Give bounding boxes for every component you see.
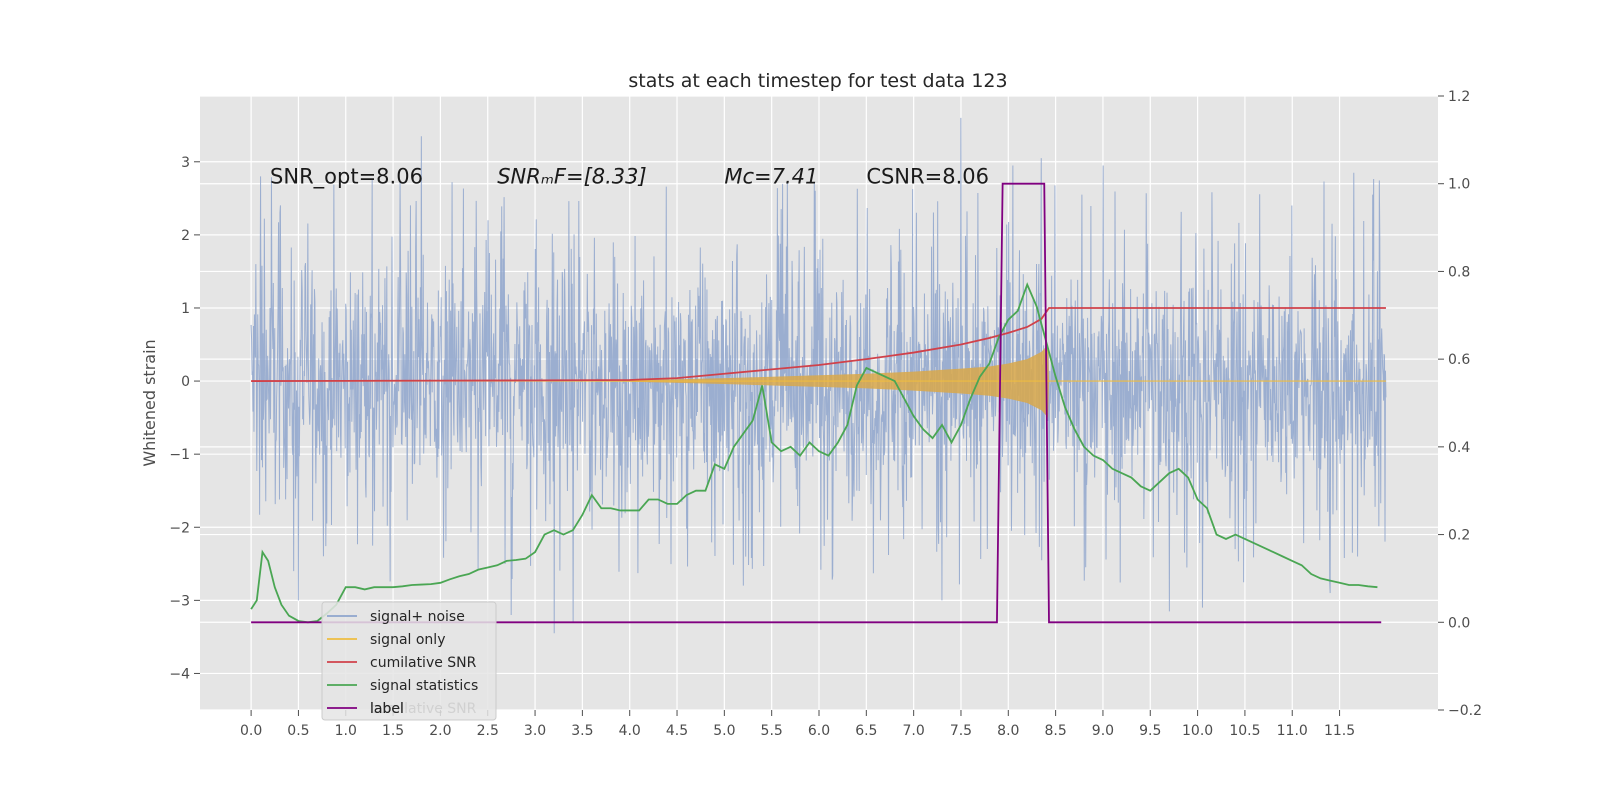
x-tick-label-17: 8.5 (1044, 723, 1066, 739)
line-series (250, 182, 1386, 624)
y-right-tick-label-7: −0.2 (1448, 703, 1482, 719)
annotation-2: Mᴄ=7.41 (724, 164, 818, 188)
x-tick-label-13: 6.5 (855, 723, 877, 739)
x-ticks: 0.0 0.5 1.0 1.5 2.0 2.5 3.0 3.5 4.0 4.5 5.0 5.5 6.0 6… (240, 710, 1355, 739)
y-right-tick-label-3: 0.6 (1448, 352, 1470, 368)
x-tick-label-5: 2.5 (477, 723, 499, 739)
legend-label-4-top: label (370, 701, 404, 717)
x-tick-label-7: 3.5 (571, 723, 593, 739)
y-tick-label-6: −3 (169, 593, 190, 609)
series-label (251, 182, 1382, 624)
x-tick-label-23: 11.5 (1324, 723, 1355, 739)
annotations: SNR_opt=8.06 SNRₘF=[8.33] Mᴄ=7.41 CSNR=8.06 (270, 164, 989, 189)
annotation-0: SNR_opt=8.06 (270, 164, 423, 189)
series-signal-noise (250, 117, 1387, 634)
x-tick-label-11: 5.5 (761, 723, 783, 739)
right-y-ticks: 1.2 1.0 0.8 0.6 0.4 0.2 0.0 −0.2 (1438, 89, 1482, 719)
y-right-tick-label-1: 1.0 (1448, 177, 1470, 193)
y-tick-label-4: −1 (169, 447, 190, 463)
y-right-tick-label-5: 0.2 (1448, 528, 1470, 544)
y-right-tick-label-6: 0.0 (1448, 615, 1470, 631)
x-tick-label-8: 4.0 (619, 723, 641, 739)
chart-title: stats at each timestep for test data 123 (628, 70, 1007, 92)
y-tick-label-0: 3 (181, 155, 190, 171)
series-cumilative-snr (251, 307, 1386, 382)
x-tick-label-19: 9.5 (1139, 723, 1161, 739)
x-tick-label-9: 4.5 (666, 723, 688, 739)
annotation-3: CSNR=8.06 (866, 164, 989, 188)
y-tick-label-7: −4 (169, 666, 190, 682)
legend-label-3: signal statistics (370, 678, 478, 694)
legend-label-4: label (370, 701, 404, 717)
x-tick-label-10: 5.0 (713, 723, 735, 739)
y-tick-label-5: −2 (169, 520, 190, 536)
y-tick-label-1: 2 (181, 228, 190, 244)
y-right-tick-label-2: 0.8 (1448, 264, 1470, 280)
x-tick-label-22: 11.0 (1277, 723, 1308, 739)
x-tick-label-21: 10.5 (1229, 723, 1260, 739)
y-tick-label-2: 1 (181, 301, 190, 317)
x-tick-label-15: 7.5 (950, 723, 972, 739)
series-signal-statistics (250, 282, 1378, 624)
x-tick-label-0: 0.0 (240, 723, 262, 739)
legend-label-2: cumilative SNR (370, 655, 477, 671)
y-right-tick-label-0: 1.2 (1448, 89, 1470, 105)
x-tick-label-3: 1.5 (382, 723, 404, 739)
legend-box (321, 601, 497, 721)
x-tick-label-16: 8.0 (997, 723, 1019, 739)
legend-ghost-label: cumilative SNR (370, 701, 477, 717)
x-tick-label-6: 3.0 (524, 723, 546, 739)
legend-label-0: signal+ noise (370, 609, 465, 625)
x-tick-label-4: 2.0 (429, 723, 451, 739)
left-y-ticks: 3 2 1 0 −1 −2 −3 −4 (169, 155, 200, 682)
x-tick-label-1: 0.5 (287, 723, 309, 739)
legend-label-1: signal only (370, 632, 445, 648)
x-tick-label-12: 6.0 (808, 723, 830, 739)
x-tick-label-2: 1.0 (335, 723, 357, 739)
y-right-tick-label-4: 0.4 (1448, 440, 1470, 456)
y-axis-label: Whitened strain (140, 339, 159, 466)
x-tick-label-20: 10.0 (1182, 723, 1213, 739)
x-tick-label-18: 9.0 (1092, 723, 1114, 739)
annotation-1: SNRₘF=[8.33] (497, 164, 647, 188)
legend: signal+ noise signal only cumilative SNR si… (321, 601, 497, 721)
y-tick-label-3: 0 (181, 374, 190, 390)
noise-series (250, 117, 1387, 634)
x-tick-label-14: 7.0 (903, 723, 925, 739)
